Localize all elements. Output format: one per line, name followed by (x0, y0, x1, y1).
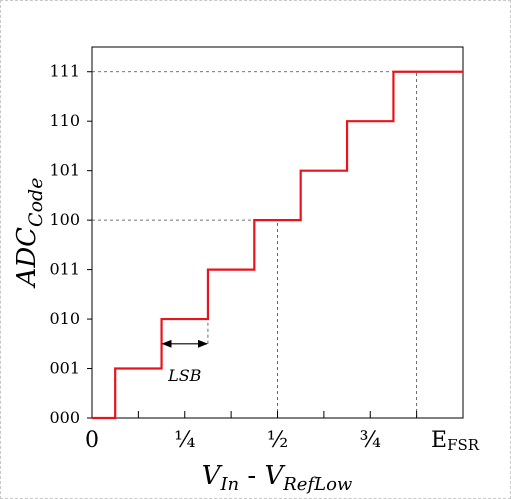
axis-ticks (87, 71, 464, 419)
series-group (92, 70, 463, 420)
y-tick-label: 011 (49, 260, 80, 279)
y-title-sub: Code (25, 178, 47, 227)
y-tick-label: 000 (49, 408, 80, 427)
x-tick-label: 0 (85, 428, 99, 453)
y-tick-label: 001 (49, 359, 80, 378)
x-title-sub2: RefLow (282, 474, 353, 495)
lsb-annotation: LSB (161, 339, 208, 385)
y-tick-label: 111 (49, 62, 80, 81)
y-tick-label: 010 (49, 309, 80, 328)
x-title-sep: - (239, 461, 264, 491)
y-tick-label: 110 (49, 111, 80, 130)
y-tick-label: 101 (49, 161, 80, 180)
x-title-sub1: In (219, 474, 239, 495)
x-tick-label: ½ (267, 428, 288, 453)
series-line-0 (92, 70, 463, 420)
x-title-main: V (202, 461, 223, 491)
y-axis-title: ADCCode (12, 178, 47, 289)
x-tick-label: ¾ (360, 428, 381, 453)
y-title-main: ADC (12, 227, 42, 289)
y-tick-label: 100 (49, 210, 80, 229)
x-tick-label-sub: FSR (447, 436, 480, 454)
x-axis-title: VIn - VRefLow (202, 461, 353, 495)
x-tick-label: ¼ (174, 428, 195, 453)
lsb-label: LSB (167, 366, 202, 385)
x-title-main2: V (264, 461, 285, 491)
x-tick-label: EFSR (431, 428, 480, 454)
